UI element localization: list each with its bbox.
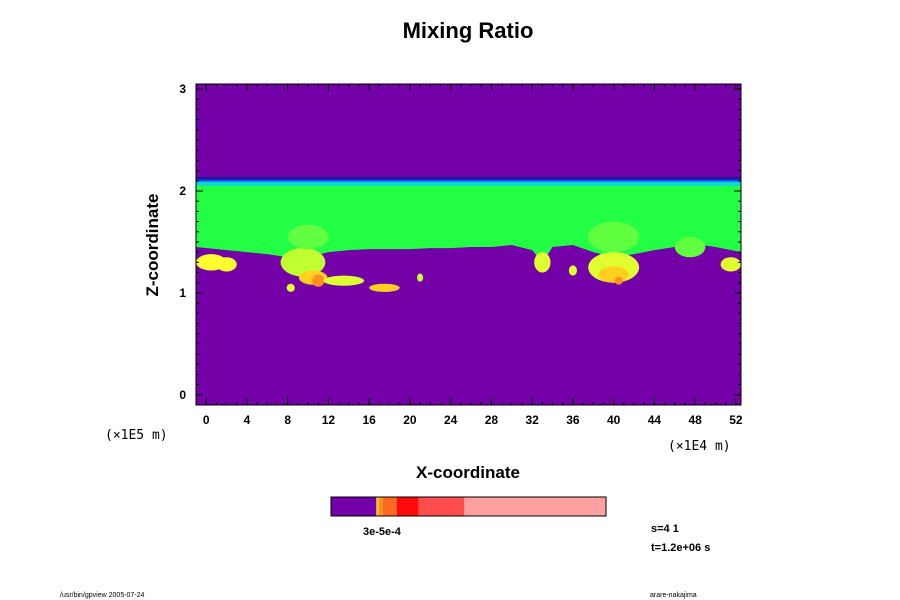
mixing-blob <box>568 265 577 276</box>
y-tick-label: 3 <box>179 82 186 96</box>
x-tick-label: 0 <box>203 413 210 427</box>
colorbar-frame <box>330 496 607 517</box>
x-axis-label: X-coordinate <box>416 463 520 482</box>
x-axis-ticks: 0 4 8 12 16 20 24 28 32 36 40 44 48 52 <box>203 84 743 427</box>
mixing-blob <box>280 248 326 277</box>
colorbar <box>330 496 607 517</box>
y-tick-label: 1 <box>179 286 186 300</box>
x-tick-label: 8 <box>284 413 291 427</box>
y-axis-label: Z-coordinate <box>143 194 162 297</box>
annotation-t: t=1.2e+06 s <box>651 542 710 554</box>
x-tick-label: 4 <box>244 413 251 427</box>
footer-signature: arare-nakajima <box>650 592 697 599</box>
mixing-blob <box>588 221 640 253</box>
chart-title: Mixing Ratio <box>403 18 534 43</box>
x-tick-label: 28 <box>485 413 499 427</box>
x-tick-label: 32 <box>525 413 539 427</box>
x-tick-label: 16 <box>362 413 376 427</box>
x-tick-label: 20 <box>403 413 417 427</box>
x-tick-label: 24 <box>444 413 458 427</box>
y-tick-label: 0 <box>179 388 186 402</box>
x-tick-label: 44 <box>648 413 662 427</box>
mixing-blob <box>323 275 365 286</box>
colorbar-segment <box>464 497 606 516</box>
mixing-blob <box>614 276 623 285</box>
colorbar-segment <box>418 497 465 516</box>
mixing-blob <box>286 283 295 292</box>
y-tick-label: 2 <box>179 184 186 198</box>
colorbar-segment <box>396 497 419 516</box>
layer-cyan-band <box>196 181 741 187</box>
plot-frame <box>195 83 742 406</box>
plot-content <box>196 84 741 405</box>
x-tick-label: 40 <box>607 413 621 427</box>
mixing-blob <box>720 257 741 272</box>
footer-path: /usr/bin/gpview 2005-07-24 <box>60 592 145 599</box>
mixing-blob <box>417 273 424 282</box>
mixing-blob <box>369 283 400 292</box>
y-scale-label: (×1E5 m) <box>105 428 168 443</box>
annotation-s: s=4 1 <box>651 523 679 535</box>
colorbar-segment <box>382 497 397 516</box>
x-tick-label: 52 <box>729 413 743 427</box>
colorbar-segment <box>376 497 379 516</box>
x-scale-label: (×1E4 m) <box>668 439 731 454</box>
colorbar-segment <box>378 497 383 516</box>
layer-blue-band <box>196 179 741 183</box>
plot-area <box>195 83 742 406</box>
colorbar-label: 3e-5e-4 <box>363 526 402 538</box>
mixing-blob <box>534 252 551 273</box>
x-tick-label: 36 <box>566 413 580 427</box>
x-tick-label: 48 <box>688 413 702 427</box>
mixing-blob <box>287 224 329 250</box>
mixing-blob <box>312 274 325 287</box>
x-tick-label: 12 <box>322 413 336 427</box>
layer-dark-band <box>196 176 741 181</box>
mixing-blob <box>674 236 706 258</box>
colorbar-segment <box>331 497 377 516</box>
mixing-blob <box>598 266 629 283</box>
y-axis-ticks: 0 1 2 3 <box>179 82 741 402</box>
mixing-blob <box>216 257 237 272</box>
